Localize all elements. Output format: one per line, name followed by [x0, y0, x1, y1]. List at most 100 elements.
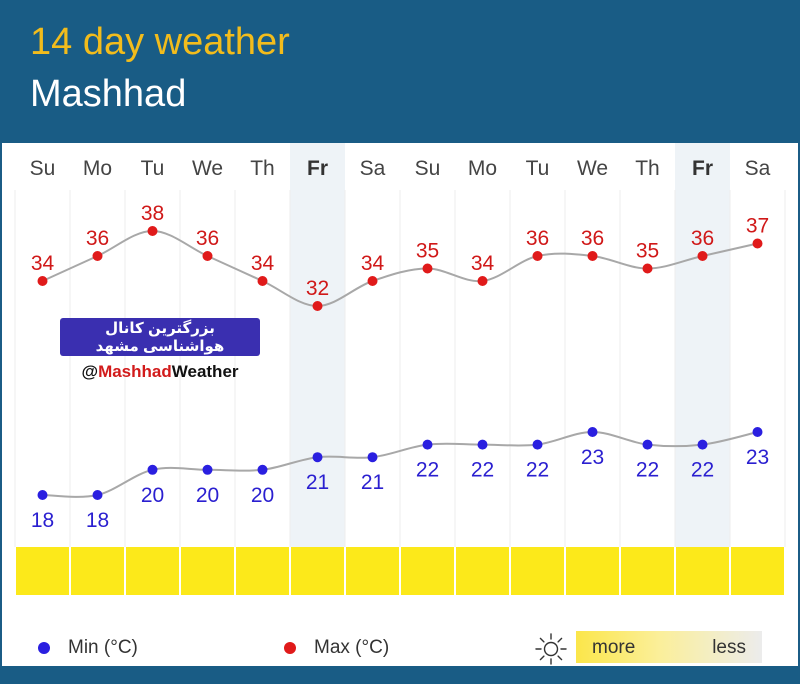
- sun-icon: [535, 633, 567, 665]
- day-label: We: [577, 157, 608, 180]
- watermark-handle-red: Mashhad: [98, 362, 172, 381]
- day-label: Fr: [692, 157, 713, 180]
- min-value-label: 22: [471, 459, 494, 482]
- sunshine-cell: [181, 547, 234, 595]
- sunshine-cell: [71, 547, 124, 595]
- max-point: [92, 251, 103, 261]
- sunshine-cell: [236, 547, 289, 595]
- day-label: Th: [250, 157, 275, 180]
- legend-max: Max (°C): [284, 632, 389, 664]
- min-point: [532, 439, 543, 450]
- min-value-label: 23: [581, 446, 604, 469]
- max-value-label: 34: [31, 252, 55, 275]
- min-value-label: 22: [691, 459, 714, 482]
- min-value-label: 18: [86, 509, 109, 532]
- min-point: [697, 439, 708, 450]
- sunshine-cell: [511, 547, 564, 595]
- max-value-label: 36: [691, 227, 714, 250]
- day-label: Su: [30, 157, 56, 180]
- day-label: Fr: [307, 157, 328, 180]
- watermark-channel-text: بزرگترین کانال هواشناسی مشهد: [60, 318, 260, 356]
- day-label: Tu: [526, 157, 550, 180]
- sunshine-cell: [676, 547, 729, 595]
- day-label: Sa: [745, 157, 771, 180]
- min-value-label: 21: [361, 471, 384, 494]
- min-value-label: 20: [141, 484, 164, 507]
- min-point: [422, 439, 433, 450]
- min-point: [147, 464, 158, 475]
- min-point: [312, 452, 323, 463]
- day-label: Tu: [141, 157, 165, 180]
- legend-min-dot: [38, 642, 50, 654]
- max-point: [422, 263, 433, 274]
- min-value-label: 22: [636, 459, 659, 482]
- max-value-label: 38: [141, 202, 164, 225]
- min-value-label: 20: [251, 484, 274, 507]
- min-value-label: 23: [746, 446, 769, 469]
- sunshine-scale: more less: [576, 631, 762, 663]
- day-label: Su: [415, 157, 441, 180]
- max-value-label: 32: [306, 277, 329, 300]
- max-point: [477, 276, 488, 286]
- day-label: Mo: [83, 157, 112, 180]
- day-label: We: [192, 157, 223, 180]
- header: 14 day weather Mashhad: [0, 0, 800, 143]
- min-point: [367, 452, 378, 463]
- max-point: [37, 276, 48, 286]
- day-label: Th: [635, 157, 660, 180]
- max-point: [367, 276, 378, 286]
- max-point: [752, 238, 763, 249]
- day-label: Mo: [468, 157, 497, 180]
- max-point: [587, 251, 598, 261]
- max-point: [312, 301, 323, 311]
- max-value-label: 34: [361, 252, 385, 275]
- min-point: [37, 490, 48, 500]
- max-value-label: 35: [636, 240, 659, 263]
- day-label: Sa: [360, 157, 386, 180]
- min-value-label: 21: [306, 471, 329, 494]
- sunshine-cell: [126, 547, 179, 595]
- min-value-label: 22: [416, 459, 439, 482]
- legend-sunshine: more less: [530, 628, 762, 665]
- min-value-label: 22: [526, 459, 549, 482]
- sunshine-more-label: more: [592, 637, 636, 658]
- location-name: Mashhad: [30, 73, 187, 115]
- max-value-label: 36: [86, 227, 109, 250]
- sunshine-cell: [401, 547, 454, 595]
- legend-max-dot: [284, 642, 296, 654]
- legend-min: Min (°C): [38, 632, 138, 664]
- min-value-label: 20: [196, 484, 219, 507]
- watermark: بزرگترین کانال هواشناسی مشهد @MashhadWea…: [60, 318, 260, 382]
- max-value-label: 36: [196, 227, 219, 250]
- sunshine-cell: [456, 547, 509, 595]
- footer-bar: [0, 666, 800, 684]
- sunshine-cell: [291, 547, 344, 595]
- sunshine-cell: [16, 547, 69, 595]
- legend-max-label: Max (°C): [314, 637, 390, 658]
- max-point: [202, 251, 213, 261]
- max-point: [147, 226, 158, 236]
- max-point: [642, 263, 653, 274]
- max-point: [532, 251, 543, 261]
- legend-min-label: Min (°C): [68, 637, 138, 658]
- max-value-label: 34: [471, 252, 495, 275]
- sunshine-cell: [566, 547, 619, 595]
- page-title: 14 day weather: [30, 21, 290, 63]
- highlight-column: [290, 143, 345, 547]
- min-point: [477, 439, 488, 450]
- watermark-at: @: [81, 362, 99, 381]
- watermark-handle-dark: Weather: [171, 362, 239, 381]
- sunshine-cell: [731, 547, 784, 595]
- watermark-handle: @MashhadWeather: [60, 362, 260, 382]
- max-point: [257, 276, 268, 286]
- max-value-label: 36: [581, 227, 604, 250]
- max-value-label: 36: [526, 227, 549, 250]
- max-point: [697, 251, 708, 261]
- min-point: [92, 490, 103, 500]
- min-point: [587, 427, 598, 437]
- max-value-label: 34: [251, 252, 275, 275]
- min-value-label: 18: [31, 509, 54, 532]
- min-point: [642, 439, 653, 450]
